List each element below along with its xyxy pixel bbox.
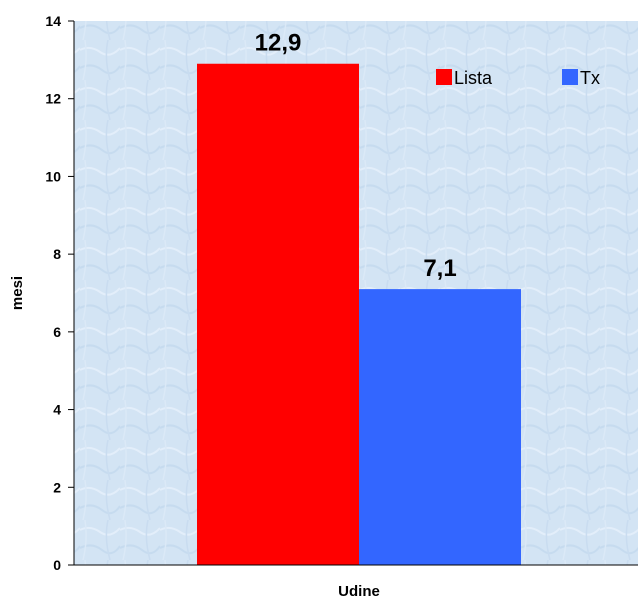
- bar-lista: [197, 63, 359, 565]
- data-label-tx: 7,1: [423, 255, 456, 282]
- legend-swatch-tx: [562, 69, 578, 85]
- bar-tx: [359, 289, 521, 565]
- bars-group: 12,9 7,1: [197, 30, 521, 565]
- y-tick-label: 6: [53, 324, 61, 340]
- legend-label-tx: Tx: [580, 68, 600, 88]
- legend: Lista Tx: [436, 68, 600, 88]
- y-tick-labels: 0 2 4 6 8 10 12 14: [45, 13, 61, 573]
- y-tick-label: 2: [53, 479, 61, 495]
- data-label-lista: 12,9: [255, 30, 302, 57]
- x-axis-category-label: Udine: [338, 583, 380, 600]
- legend-label-lista: Lista: [454, 68, 493, 88]
- y-tick-label: 12: [45, 91, 61, 107]
- y-tick-label: 4: [53, 402, 61, 418]
- y-tick-label: 8: [53, 246, 61, 262]
- y-tick-label: 14: [45, 13, 61, 29]
- legend-swatch-lista: [436, 69, 452, 85]
- y-axis-title: mesi: [9, 276, 26, 310]
- y-tick-label: 10: [45, 168, 61, 184]
- axes-group: [68, 20, 638, 566]
- y-tick-label: 0: [53, 557, 61, 573]
